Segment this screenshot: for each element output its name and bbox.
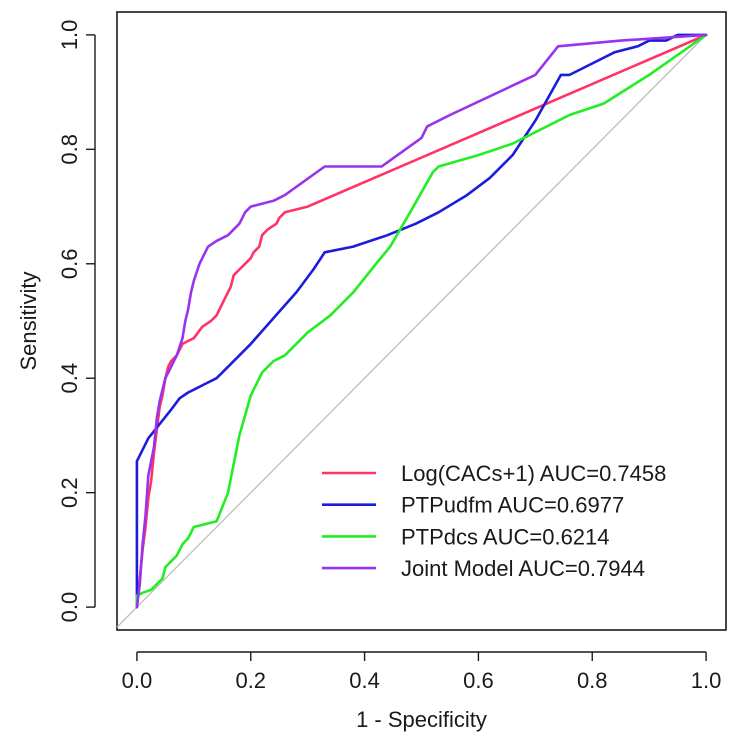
series-line-log-cacs-1: [135, 33, 708, 609]
y-tick-label: 0.8: [57, 134, 82, 165]
y-tick-label: 1.0: [57, 20, 82, 51]
legend-label: Joint Model AUC=0.7944: [401, 556, 645, 581]
x-axis: 0.0 0.2 0.4 0.6 0.8 1.0: [122, 651, 722, 693]
series-line-joint-model: [135, 33, 708, 609]
x-tick-label: 0.8: [577, 668, 608, 693]
y-axis: 0.0 0.2 0.4 0.6 0.8 1.0: [57, 20, 96, 623]
y-axis-title: Sensitivity: [16, 271, 41, 370]
legend-label: PTPudfm AUC=0.6977: [401, 493, 624, 518]
series-line-ptpudfm: [135, 33, 708, 609]
legend-label: PTPdcs AUC=0.6214: [401, 524, 610, 549]
y-tick-label: 0.0: [57, 592, 82, 623]
x-tick-label: 0.2: [235, 668, 266, 693]
legend-label: Log(CACs+1) AUC=0.7458: [401, 461, 666, 486]
x-axis-title: 1 - Specificity: [356, 707, 487, 732]
reference-diagonal-line: [116, 34, 707, 628]
y-tick-label: 0.2: [57, 477, 82, 508]
x-tick-label: 0.4: [349, 668, 380, 693]
x-tick-label: 1.0: [691, 668, 722, 693]
legend: Log(CACs+1) AUC=0.7458 PTPudfm AUC=0.6977…: [322, 461, 666, 581]
y-tick-label: 0.6: [57, 248, 82, 279]
y-tick-label: 0.4: [57, 363, 82, 394]
series-line-ptpdcs: [135, 33, 708, 609]
series-lines: [135, 33, 708, 609]
x-tick-label: 0.0: [122, 668, 153, 693]
plot-frame: [116, 11, 727, 631]
x-tick-label: 0.6: [463, 668, 494, 693]
